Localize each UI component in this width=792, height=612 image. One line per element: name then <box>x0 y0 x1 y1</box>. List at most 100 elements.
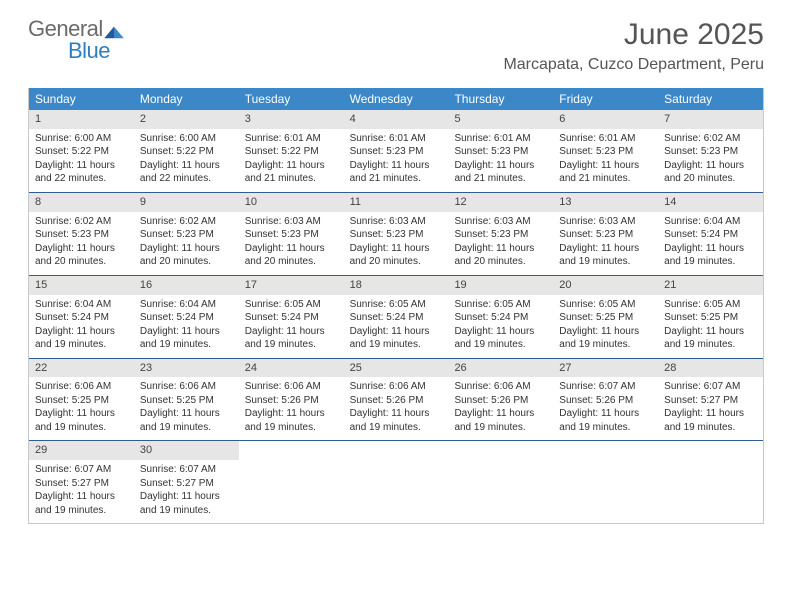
day-cell: 13Sunrise: 6:03 AMSunset: 5:23 PMDayligh… <box>553 193 658 275</box>
sunset-line: Sunset: 5:23 PM <box>140 228 233 242</box>
sunrise-line: Sunrise: 6:02 AM <box>140 215 233 229</box>
day-number: 13 <box>553 193 658 212</box>
day-body: Sunrise: 6:05 AMSunset: 5:24 PMDaylight:… <box>448 295 553 358</box>
sunset-line: Sunset: 5:24 PM <box>454 311 547 325</box>
sunrise-line: Sunrise: 6:04 AM <box>664 215 757 229</box>
sunset-line: Sunset: 5:25 PM <box>664 311 757 325</box>
sunset-line: Sunset: 5:26 PM <box>350 394 443 408</box>
sunset-line: Sunset: 5:22 PM <box>140 145 233 159</box>
day-cell: 28Sunrise: 6:07 AMSunset: 5:27 PMDayligh… <box>658 359 763 441</box>
day-cell: 7Sunrise: 6:02 AMSunset: 5:23 PMDaylight… <box>658 110 763 192</box>
sunrise-line: Sunrise: 6:03 AM <box>350 215 443 229</box>
day-body: Sunrise: 6:03 AMSunset: 5:23 PMDaylight:… <box>448 212 553 275</box>
sunrise-line: Sunrise: 6:06 AM <box>245 380 338 394</box>
sunset-line: Sunset: 5:25 PM <box>140 394 233 408</box>
day-cell: 22Sunrise: 6:06 AMSunset: 5:25 PMDayligh… <box>29 359 134 441</box>
daylight-line: Daylight: 11 hours and 19 minutes. <box>350 407 443 434</box>
header: GeneralBlue June 2025 Marcapata, Cuzco D… <box>0 0 792 80</box>
day-cell: 12Sunrise: 6:03 AMSunset: 5:23 PMDayligh… <box>448 193 553 275</box>
sunrise-line: Sunrise: 6:03 AM <box>245 215 338 229</box>
daylight-line: Daylight: 11 hours and 19 minutes. <box>35 407 128 434</box>
sunrise-line: Sunrise: 6:07 AM <box>140 463 233 477</box>
logo: GeneralBlue <box>28 18 124 62</box>
daylight-line: Daylight: 11 hours and 20 minutes. <box>454 242 547 269</box>
day-body: Sunrise: 6:03 AMSunset: 5:23 PMDaylight:… <box>553 212 658 275</box>
sunset-line: Sunset: 5:23 PM <box>559 228 652 242</box>
daylight-line: Daylight: 11 hours and 20 minutes. <box>350 242 443 269</box>
sunset-line: Sunset: 5:25 PM <box>35 394 128 408</box>
weekday-header: Monday <box>134 88 239 110</box>
weekday-header: Wednesday <box>344 88 449 110</box>
day-number: 21 <box>658 276 763 295</box>
sunrise-line: Sunrise: 6:02 AM <box>35 215 128 229</box>
day-cell: 24Sunrise: 6:06 AMSunset: 5:26 PMDayligh… <box>239 359 344 441</box>
week-row: 22Sunrise: 6:06 AMSunset: 5:25 PMDayligh… <box>29 359 763 442</box>
daylight-line: Daylight: 11 hours and 19 minutes. <box>245 325 338 352</box>
sunset-line: Sunset: 5:23 PM <box>35 228 128 242</box>
sunset-line: Sunset: 5:23 PM <box>664 145 757 159</box>
day-number: 7 <box>658 110 763 129</box>
sunrise-line: Sunrise: 6:07 AM <box>559 380 652 394</box>
day-body: Sunrise: 6:05 AMSunset: 5:24 PMDaylight:… <box>239 295 344 358</box>
day-body: Sunrise: 6:03 AMSunset: 5:23 PMDaylight:… <box>344 212 449 275</box>
weeks-container: 1Sunrise: 6:00 AMSunset: 5:22 PMDaylight… <box>29 110 763 524</box>
day-body: Sunrise: 6:01 AMSunset: 5:23 PMDaylight:… <box>553 129 658 192</box>
daylight-line: Daylight: 11 hours and 20 minutes. <box>664 159 757 186</box>
sunrise-line: Sunrise: 6:06 AM <box>454 380 547 394</box>
sunset-line: Sunset: 5:23 PM <box>245 228 338 242</box>
day-cell: 6Sunrise: 6:01 AMSunset: 5:23 PMDaylight… <box>553 110 658 192</box>
day-cell-empty: .... <box>553 441 658 523</box>
day-number: 24 <box>239 359 344 378</box>
week-row: 29Sunrise: 6:07 AMSunset: 5:27 PMDayligh… <box>29 441 763 524</box>
day-number: 29 <box>29 441 134 460</box>
day-cell-empty: .... <box>658 441 763 523</box>
day-number: 11 <box>344 193 449 212</box>
sunset-line: Sunset: 5:27 PM <box>140 477 233 491</box>
day-number: 12 <box>448 193 553 212</box>
day-number: 6 <box>553 110 658 129</box>
sunrise-line: Sunrise: 6:03 AM <box>559 215 652 229</box>
day-cell-empty: .... <box>344 441 449 523</box>
daylight-line: Daylight: 11 hours and 21 minutes. <box>454 159 547 186</box>
day-body: Sunrise: 6:06 AMSunset: 5:26 PMDaylight:… <box>239 377 344 440</box>
day-cell: 5Sunrise: 6:01 AMSunset: 5:23 PMDaylight… <box>448 110 553 192</box>
daylight-line: Daylight: 11 hours and 19 minutes. <box>350 325 443 352</box>
day-number: 5 <box>448 110 553 129</box>
sunrise-line: Sunrise: 6:06 AM <box>35 380 128 394</box>
sunset-line: Sunset: 5:24 PM <box>35 311 128 325</box>
day-cell: 27Sunrise: 6:07 AMSunset: 5:26 PMDayligh… <box>553 359 658 441</box>
day-number: 25 <box>344 359 449 378</box>
day-cell: 10Sunrise: 6:03 AMSunset: 5:23 PMDayligh… <box>239 193 344 275</box>
daylight-line: Daylight: 11 hours and 19 minutes. <box>140 407 233 434</box>
calendar: SundayMondayTuesdayWednesdayThursdayFrid… <box>28 88 764 524</box>
daylight-line: Daylight: 11 hours and 21 minutes. <box>559 159 652 186</box>
day-number: 10 <box>239 193 344 212</box>
daylight-line: Daylight: 11 hours and 19 minutes. <box>664 407 757 434</box>
day-body: Sunrise: 6:06 AMSunset: 5:25 PMDaylight:… <box>29 377 134 440</box>
location: Marcapata, Cuzco Department, Peru <box>503 56 764 74</box>
sunset-line: Sunset: 5:26 PM <box>454 394 547 408</box>
sunrise-line: Sunrise: 6:03 AM <box>454 215 547 229</box>
day-cell: 19Sunrise: 6:05 AMSunset: 5:24 PMDayligh… <box>448 276 553 358</box>
sunrise-line: Sunrise: 6:07 AM <box>35 463 128 477</box>
daylight-line: Daylight: 11 hours and 19 minutes. <box>454 407 547 434</box>
sunrise-line: Sunrise: 6:06 AM <box>140 380 233 394</box>
day-number: 9 <box>134 193 239 212</box>
sunrise-line: Sunrise: 6:05 AM <box>664 298 757 312</box>
day-body: Sunrise: 6:03 AMSunset: 5:23 PMDaylight:… <box>239 212 344 275</box>
day-cell: 1Sunrise: 6:00 AMSunset: 5:22 PMDaylight… <box>29 110 134 192</box>
weekday-header: Saturday <box>658 88 763 110</box>
day-body: Sunrise: 6:02 AMSunset: 5:23 PMDaylight:… <box>29 212 134 275</box>
daylight-line: Daylight: 11 hours and 19 minutes. <box>35 325 128 352</box>
daylight-line: Daylight: 11 hours and 20 minutes. <box>35 242 128 269</box>
day-body: Sunrise: 6:00 AMSunset: 5:22 PMDaylight:… <box>29 129 134 192</box>
sunset-line: Sunset: 5:26 PM <box>559 394 652 408</box>
week-row: 8Sunrise: 6:02 AMSunset: 5:23 PMDaylight… <box>29 193 763 276</box>
daylight-line: Daylight: 11 hours and 21 minutes. <box>350 159 443 186</box>
daylight-line: Daylight: 11 hours and 20 minutes. <box>245 242 338 269</box>
sunset-line: Sunset: 5:24 PM <box>664 228 757 242</box>
sunset-line: Sunset: 5:23 PM <box>350 145 443 159</box>
day-body: Sunrise: 6:04 AMSunset: 5:24 PMDaylight:… <box>134 295 239 358</box>
sunset-line: Sunset: 5:27 PM <box>664 394 757 408</box>
sunrise-line: Sunrise: 6:07 AM <box>664 380 757 394</box>
